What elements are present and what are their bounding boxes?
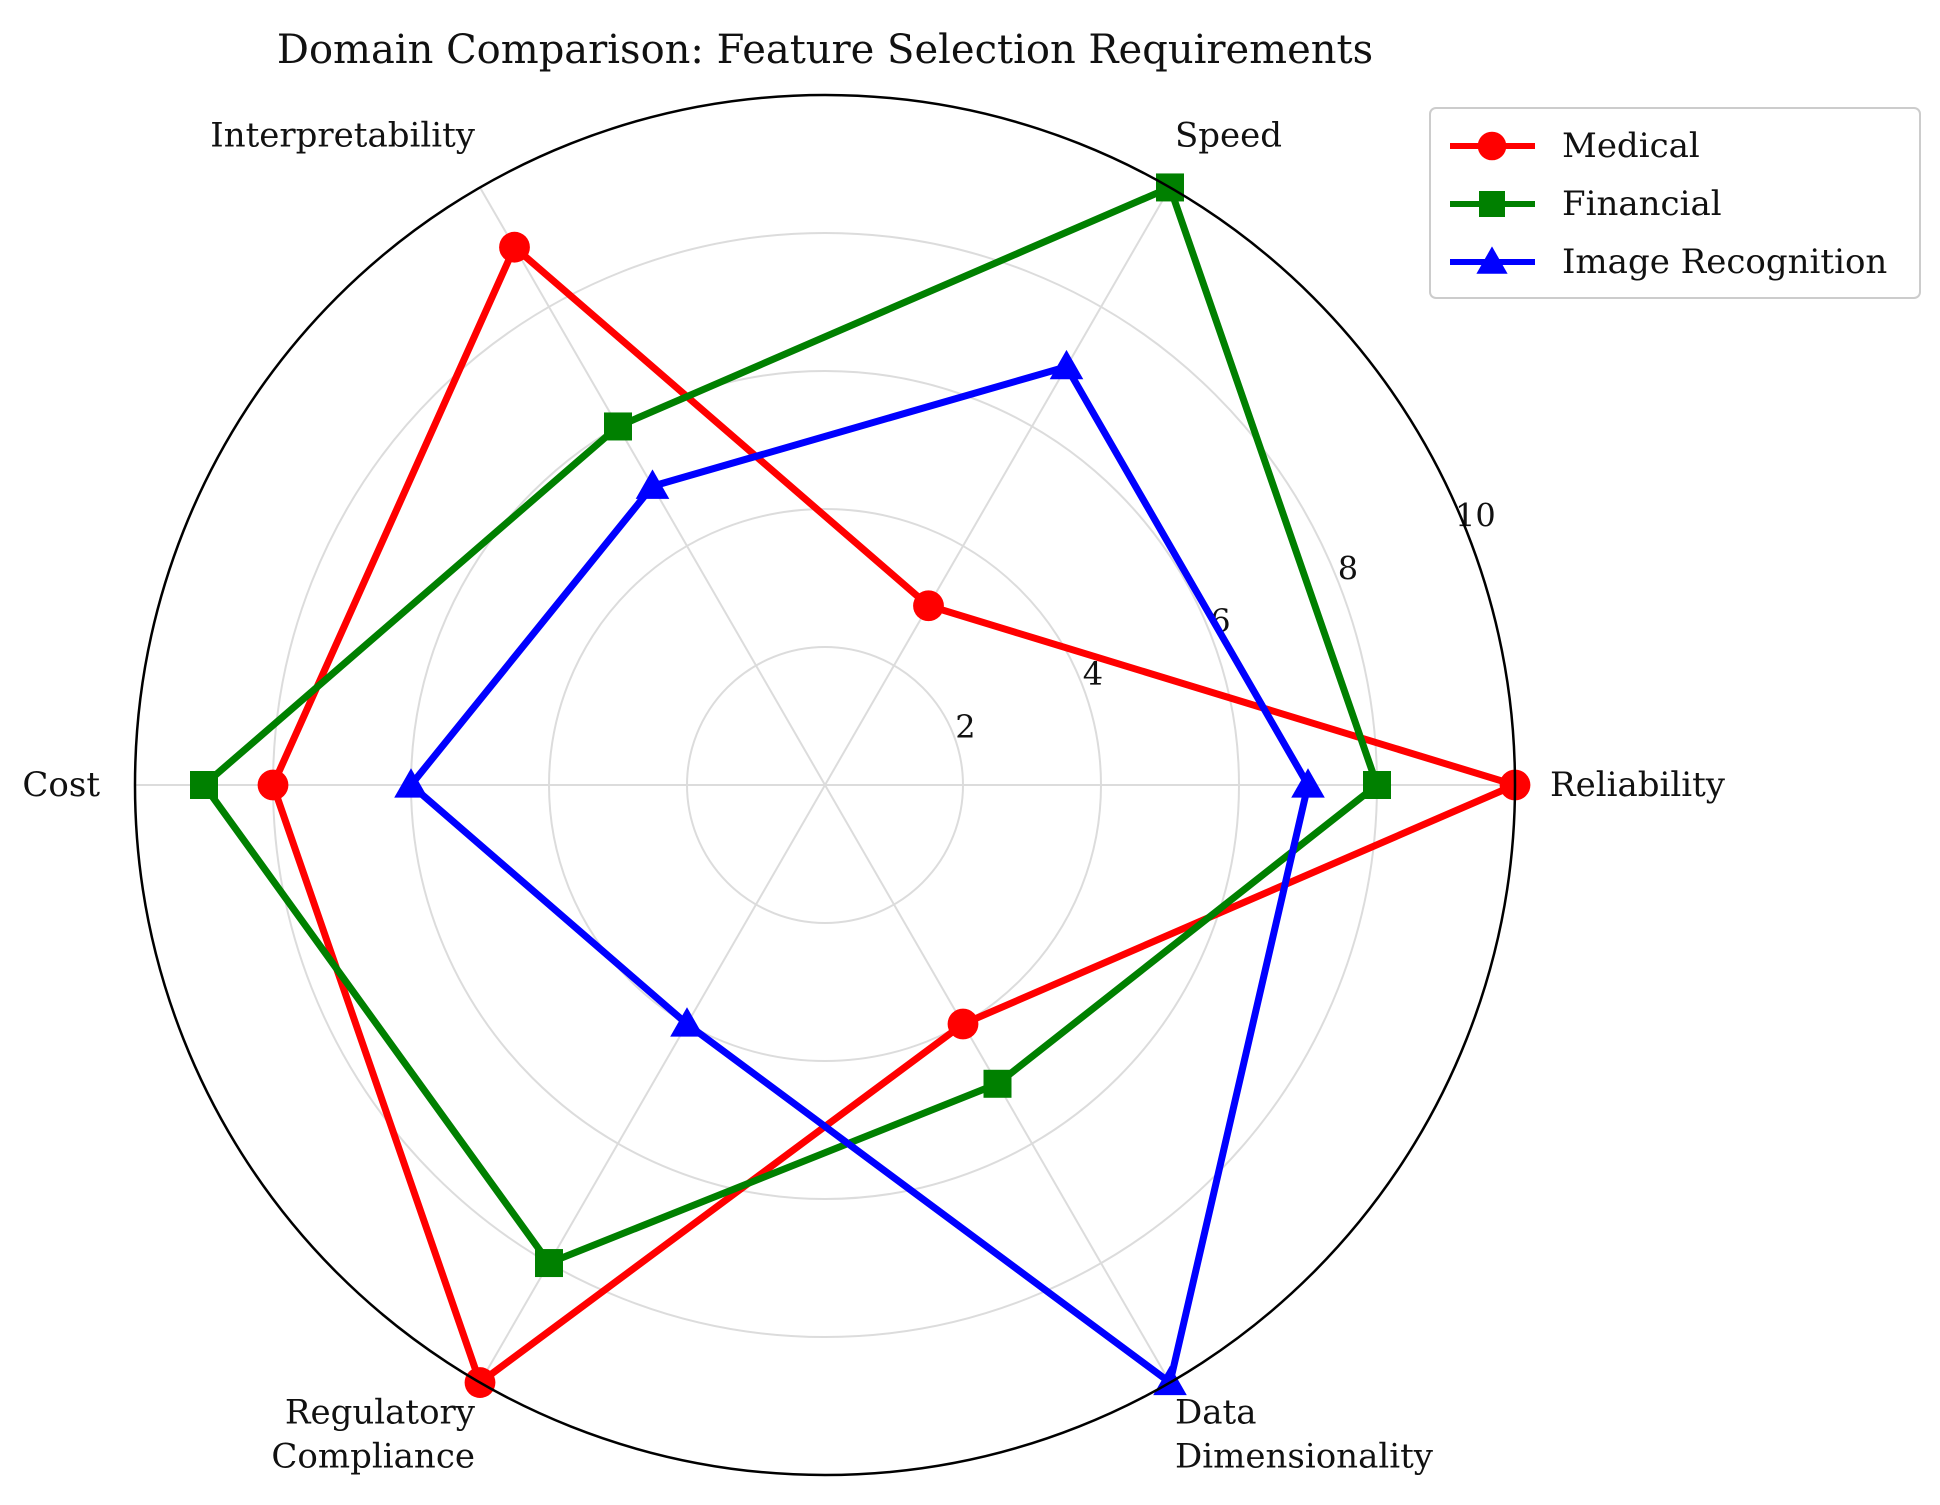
data-point <box>1049 349 1084 380</box>
spoke-regulatory-compliance <box>479 784 826 1384</box>
tick-label: 10 <box>1455 497 1496 535</box>
data-point <box>190 771 218 799</box>
axis-label-line: Data <box>1175 1393 1256 1433</box>
axis-label-speed: Speed <box>1175 115 1282 155</box>
data-point <box>983 1069 1012 1098</box>
chart-title: Domain Comparison: Feature Selection Req… <box>277 27 1373 73</box>
legend: Medical Financial Image Recognition <box>1429 107 1921 299</box>
data-point <box>947 1008 979 1040</box>
legend-label: Medical <box>1562 126 1700 166</box>
data-point <box>670 1007 704 1037</box>
axis-label-line: Regulatory <box>285 1393 476 1433</box>
series-line-image-recognition <box>406 362 1312 1389</box>
legend-label: Image Recognition <box>1562 242 1887 282</box>
data-point <box>257 769 289 801</box>
axis-label-line: Reliability <box>1550 765 1726 805</box>
legend-marker <box>1476 246 1508 274</box>
data-point <box>604 412 632 441</box>
data-point <box>1291 768 1325 798</box>
legend-marker <box>1477 131 1507 161</box>
legend-marker <box>1479 191 1505 217</box>
legend-item-financial: Financial <box>1450 184 1722 224</box>
tick-label: 2 <box>955 708 975 746</box>
outer-frame <box>133 93 1517 1477</box>
data-point <box>394 768 428 798</box>
axis-label-interpretability: Interpretability <box>210 115 475 155</box>
axis-labels: Reliability Speed Interpretability Cost Regu… <box>22 115 1725 1476</box>
data-point <box>535 1249 563 1278</box>
legend-box <box>1429 107 1921 299</box>
tick-label: 4 <box>1083 655 1103 693</box>
axis-label-cost: Cost <box>22 765 100 805</box>
data-point <box>913 590 944 622</box>
legend-item-medical: Medical <box>1450 126 1700 166</box>
axis-label-line: Compliance <box>271 1437 475 1477</box>
spoke-speed <box>824 186 1171 786</box>
axis-label-line: Speed <box>1175 115 1282 155</box>
legend-label: Financial <box>1562 184 1722 224</box>
axis-label-line: Dimensionality <box>1175 1437 1434 1477</box>
axis-label-reliability: Reliability <box>1550 765 1726 805</box>
data-point <box>499 231 530 263</box>
legend-item-image-recognition: Image Recognition <box>1450 242 1887 282</box>
data-point <box>635 469 670 499</box>
axis-label-line: Cost <box>22 765 100 805</box>
tick-label: 8 <box>1338 549 1358 587</box>
axis-label-line: Interpretability <box>210 115 475 155</box>
data-point <box>1363 771 1391 799</box>
